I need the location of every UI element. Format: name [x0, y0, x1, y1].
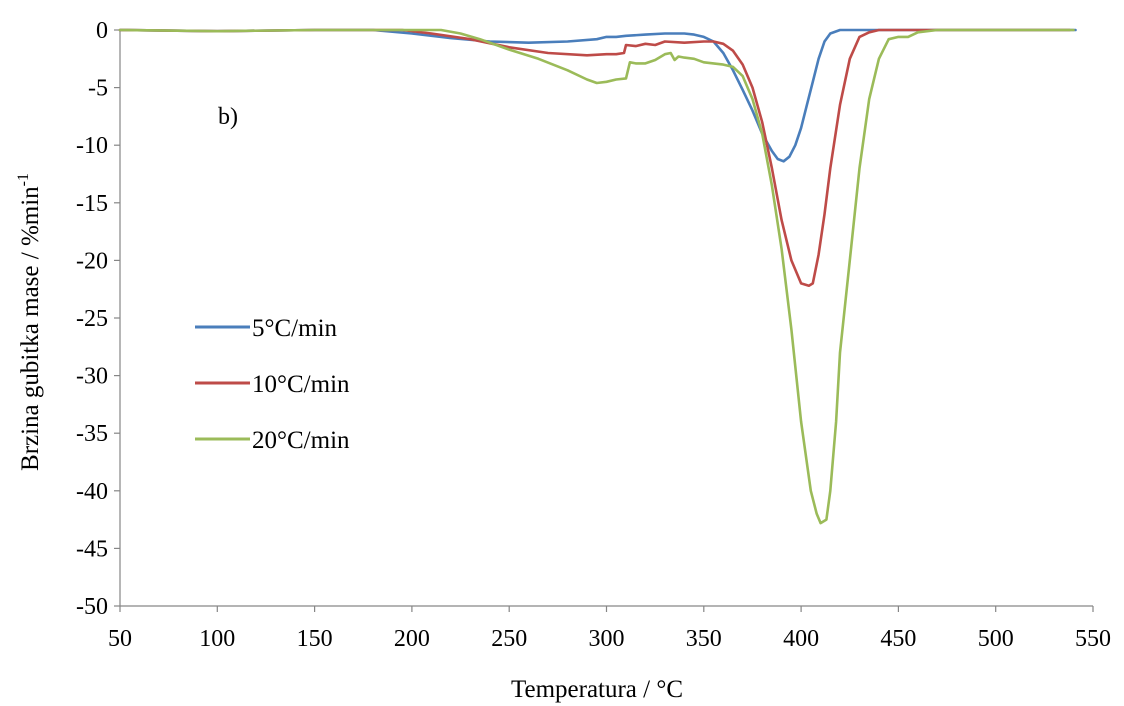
- legend-label-3: 20°C/min: [252, 427, 350, 454]
- y-tick-label: -40: [76, 479, 108, 505]
- x-axis-title: Temperatura / °C: [511, 676, 683, 703]
- y-axis-title: Brzina gubitka mase / %min-1: [15, 173, 44, 471]
- legend-label-2: 10°C/min: [252, 371, 350, 398]
- panel-annotation: b): [218, 104, 238, 130]
- x-tick-label: 550: [1075, 626, 1111, 652]
- y-tick-label: -35: [76, 421, 108, 447]
- x-tick-label: 200: [394, 626, 430, 652]
- x-tick-label: 450: [880, 626, 916, 652]
- x-tick-label: 500: [978, 626, 1014, 652]
- series-group: [118, 28, 1077, 525]
- y-axis-title-superscript: -1: [15, 173, 32, 186]
- x-tick-label: 50: [108, 626, 132, 652]
- y-tick-label: -10: [76, 133, 108, 159]
- y-tick-label: -15: [76, 191, 108, 217]
- x-tick-label: 300: [589, 626, 625, 652]
- series-line-2: [118, 28, 1071, 288]
- y-tick-label: -20: [76, 248, 108, 274]
- series-line-3: [118, 28, 1075, 525]
- legend: 5°C/min 10°C/min 20°C/min: [195, 315, 350, 454]
- legend-label-1: 5°C/min: [252, 315, 338, 342]
- x-tick-label: 250: [491, 626, 527, 652]
- y-tick-label: -50: [76, 594, 108, 620]
- x-tick-label: 150: [297, 626, 333, 652]
- y-axis-title-main: Brzina gubitka mase / %min: [17, 186, 44, 471]
- series-line-1: [118, 28, 1077, 163]
- y-tick-label: -5: [88, 76, 108, 102]
- x-tick-label: 400: [783, 626, 819, 652]
- y-tick-label: -45: [76, 536, 108, 562]
- x-tick-label: 100: [199, 626, 235, 652]
- y-tick-label: 0: [96, 18, 108, 44]
- y-tick-label: -30: [76, 364, 108, 390]
- x-tick-label: 350: [686, 626, 722, 652]
- y-tick-label: -25: [76, 306, 108, 332]
